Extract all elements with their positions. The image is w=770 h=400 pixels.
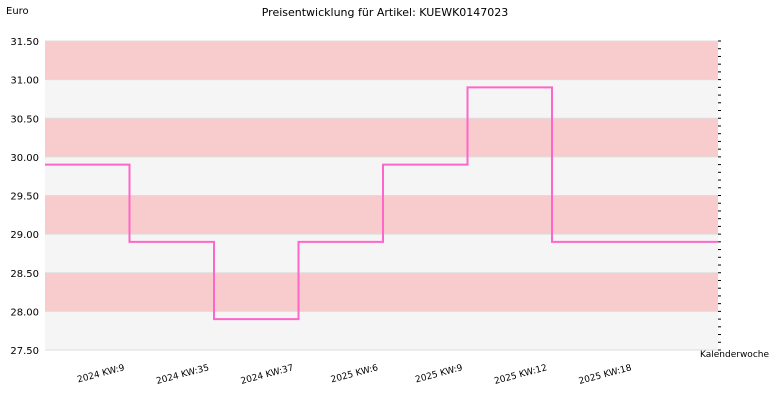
y-tick-label: 28.50	[10, 269, 39, 280]
grid-band	[45, 118, 718, 157]
y-tick-label: 30.50	[10, 114, 39, 125]
x-tick-label: 2025 KW:18	[578, 363, 633, 387]
grid-band	[45, 156, 718, 196]
x-axis-label: Kalenderwoche	[700, 350, 770, 360]
x-tick-label: 2024 KW:37	[240, 363, 295, 387]
grid-band	[45, 41, 718, 80]
y-tick-label: 28.00	[10, 307, 39, 318]
price-series-line	[45, 86, 718, 321]
x-tick-label: 2025 KW:12	[493, 363, 548, 387]
y-tick-label: 29.00	[10, 230, 39, 241]
x-tick-label: 2024 KW:9	[76, 363, 126, 385]
grid-band	[45, 79, 718, 119]
grid-band	[45, 195, 718, 235]
grid-band	[45, 272, 718, 312]
grid-band	[45, 234, 718, 273]
y-tick-label: 31.50	[10, 37, 39, 48]
chart-title: Preisentwicklung für Artikel: KUEWK01470…	[261, 6, 509, 19]
y-tick-label: 29.50	[10, 192, 39, 203]
x-tick-label: 2024 KW:35	[155, 363, 210, 387]
x-tick-label: 2025 KW:9	[414, 363, 464, 385]
x-tick-label: 2025 KW:6	[330, 363, 380, 385]
grid-band	[45, 311, 718, 350]
y-tick-label: 31.00	[10, 76, 39, 87]
y-tick-label: 30.00	[10, 153, 39, 164]
y-axis-label: Euro	[6, 6, 29, 17]
y-tick-label: 27.50	[10, 346, 39, 357]
